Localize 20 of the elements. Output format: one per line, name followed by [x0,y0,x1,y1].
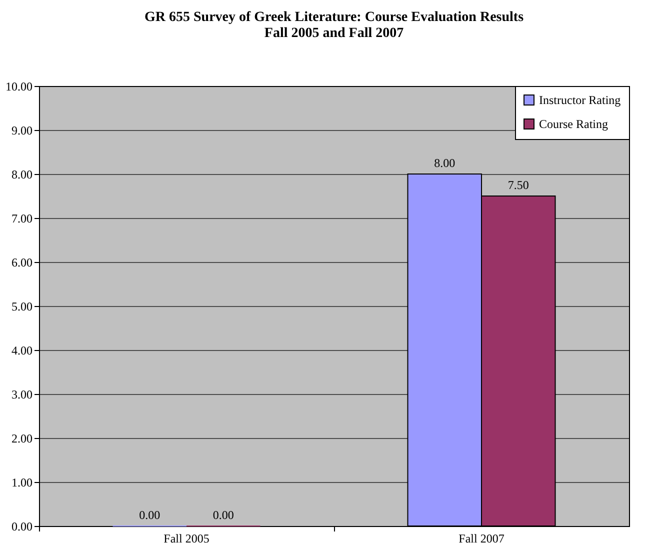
legend-label: Course Rating [539,117,608,131]
y-tick-label: 2.00 [12,432,32,446]
y-tick-label: 4.00 [12,344,32,358]
legend-label: Instructor Rating [539,93,621,107]
data-label: 8.00 [434,156,456,170]
y-tick-label: 9.00 [12,124,32,138]
data-label: 0.00 [212,508,234,522]
y-tick-label: 7.00 [12,212,32,226]
y-tick-label: 10.00 [6,80,32,94]
x-tick-label: Fall 2007 [458,532,504,546]
y-tick-label: 0.00 [12,520,32,534]
y-tick-label: 5.00 [12,300,32,314]
y-tick-label: 1.00 [12,476,32,490]
chart-title: GR 655 Survey of Greek Literature: Course Evaluation Results Fall 2005 and Fall 2007 [144,10,524,41]
y-tick-label: 3.00 [12,388,32,402]
x-tick-label: Fall 2005 [164,532,210,546]
y-tick-label: 6.00 [12,256,32,270]
data-label: 0.00 [139,508,160,522]
data-label: 7.50 [508,178,529,192]
y-tick-label: 8.00 [12,168,32,182]
